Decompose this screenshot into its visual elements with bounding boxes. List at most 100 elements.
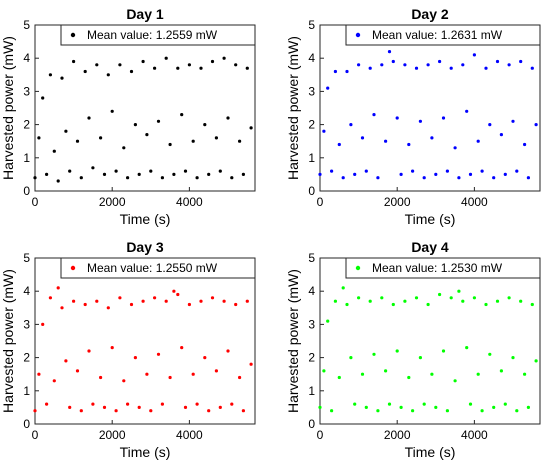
- y-tick-label: 2: [23, 351, 30, 365]
- y-axis-label: Harvested power (mW): [0, 269, 16, 413]
- data-point: [465, 346, 469, 350]
- data-point: [72, 299, 76, 303]
- data-point: [160, 176, 164, 180]
- y-tick-label: 0: [23, 417, 30, 431]
- data-point: [226, 116, 230, 120]
- data-point: [333, 299, 337, 303]
- data-point: [199, 299, 203, 303]
- x-axis-label: Time (s): [120, 444, 171, 460]
- data-point: [41, 322, 45, 326]
- data-point: [472, 296, 476, 300]
- data-point: [222, 299, 226, 303]
- legend-marker: [70, 265, 76, 271]
- data-point: [214, 136, 218, 140]
- data-point: [33, 176, 37, 180]
- legend-label: Mean value: 1.2559 mW: [87, 28, 218, 42]
- data-point: [141, 59, 145, 64]
- data-point: [129, 302, 134, 307]
- x-axis-label: Time (s): [405, 444, 456, 460]
- data-point: [511, 119, 515, 123]
- y-tick-label: 5: [23, 251, 30, 265]
- data-point: [191, 139, 195, 143]
- data-point: [234, 63, 238, 67]
- y-tick-label: 0: [308, 417, 315, 431]
- data-point: [245, 299, 249, 303]
- data-point: [426, 302, 430, 307]
- y-tick-label: 2: [23, 118, 30, 132]
- legend-box: [345, 24, 541, 46]
- data-point: [149, 409, 153, 413]
- data-point: [468, 172, 473, 176]
- y-tick-label: 5: [308, 251, 315, 265]
- data-point: [472, 53, 476, 57]
- data-point: [499, 133, 503, 137]
- data-point: [218, 169, 222, 173]
- data-point: [122, 379, 126, 383]
- data-point: [187, 302, 191, 307]
- data-point: [449, 66, 453, 70]
- data-point: [534, 123, 538, 127]
- data-point: [180, 113, 184, 117]
- data-point: [160, 402, 164, 406]
- data-point: [37, 372, 41, 376]
- y-tick-label: 3: [308, 84, 315, 98]
- data-point: [83, 69, 87, 74]
- legend-box: [60, 257, 256, 279]
- data-point: [507, 63, 511, 67]
- data-point: [153, 296, 157, 300]
- data-point: [68, 169, 72, 173]
- data-point: [95, 63, 99, 67]
- data-point: [372, 113, 376, 117]
- data-point: [403, 299, 407, 303]
- data-point: [523, 142, 527, 147]
- data-point: [245, 66, 249, 70]
- data-point: [345, 69, 349, 74]
- data-point: [207, 172, 211, 176]
- data-point: [318, 172, 322, 176]
- data-point: [364, 169, 368, 173]
- data-point: [515, 169, 519, 173]
- data-point: [64, 129, 68, 133]
- data-point: [503, 402, 507, 406]
- data-point: [484, 66, 488, 70]
- data-point: [322, 369, 326, 373]
- data-point: [457, 289, 461, 293]
- y-tick-label: 4: [308, 284, 315, 298]
- data-point: [495, 299, 500, 303]
- data-point: [52, 379, 56, 383]
- data-point: [523, 372, 527, 376]
- data-point: [87, 116, 91, 120]
- panel-2: 0 1 2 3 4 5 0 2000 4000 Day 2 Time (s) Harvested po…: [285, 6, 541, 227]
- data-point: [48, 296, 53, 300]
- data-point: [149, 169, 153, 173]
- data-point: [106, 73, 110, 77]
- data-point: [230, 402, 234, 406]
- data-point: [499, 369, 503, 373]
- data-point: [453, 379, 457, 383]
- plot-area: [34, 24, 256, 192]
- data-point: [164, 299, 168, 303]
- data-point: [145, 133, 149, 137]
- legend-marker: [355, 265, 361, 271]
- legend-marker: [355, 32, 361, 38]
- data-point: [411, 169, 415, 173]
- legend-label: Mean value: 1.2530 mW: [372, 261, 503, 275]
- data-point: [72, 59, 76, 64]
- data-point: [214, 369, 218, 373]
- data-point: [99, 136, 103, 140]
- data-point: [387, 50, 392, 54]
- data-point: [110, 346, 114, 350]
- y-tick-label: 0: [308, 184, 315, 198]
- x-tick-label: 0: [32, 195, 39, 209]
- y-tick-label: 2: [308, 118, 315, 132]
- data-point: [414, 296, 419, 300]
- data-point: [399, 405, 403, 409]
- data-point: [438, 59, 442, 64]
- y-tick-label: 5: [23, 18, 30, 32]
- data-point: [441, 349, 446, 353]
- y-axis-label: Harvested power (mW): [0, 36, 16, 180]
- data-point: [199, 66, 203, 70]
- data-point: [83, 302, 87, 307]
- data-point: [172, 172, 176, 176]
- x-tick-label: 0: [317, 195, 324, 209]
